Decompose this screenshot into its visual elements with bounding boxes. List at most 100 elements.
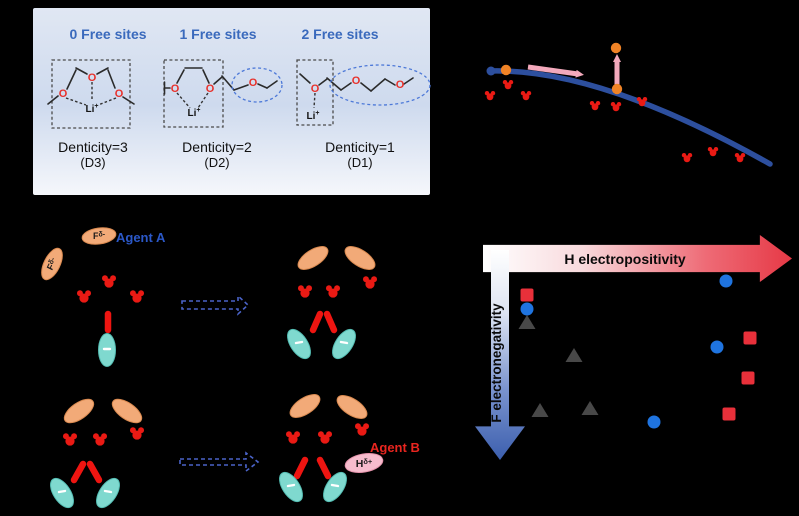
- cyan-solvent-ellipse: [332, 328, 356, 360]
- agent-b-ellipse: [344, 453, 384, 473]
- solvent-molecule-icon: [129, 290, 145, 303]
- caption-d1: Denticity=1 (D1): [325, 139, 395, 170]
- pink-arrow-along-curve: [527, 64, 584, 78]
- highlight: [339, 340, 349, 345]
- agent-a-ellipse: [81, 227, 117, 245]
- f-delta-label: Fδ-: [45, 256, 60, 272]
- structure-d2: O O O Li+: [163, 59, 283, 128]
- red-stick: [316, 456, 332, 480]
- coordination-box: [296, 59, 334, 126]
- agent-a-ellipse: [111, 398, 143, 424]
- matrix-point-square: [741, 371, 755, 385]
- solvent-molecule-icon: [734, 153, 746, 163]
- blue-state-marker: [486, 66, 496, 76]
- matrix-point-circle: [710, 340, 724, 354]
- solvent-molecule-icon: [101, 275, 117, 288]
- matrix-point-square: [743, 331, 757, 345]
- oxygen-atom: O: [171, 83, 180, 95]
- f-delta-label: Fδ-: [93, 231, 106, 241]
- solvent-molecule-icon: [297, 285, 313, 298]
- denticity-panel: 0 Free sites 1 Free sites 2 Free sites O…: [33, 8, 431, 195]
- free-sites-header-2: 2 Free sites: [301, 26, 379, 42]
- free-sites-header-0: 0 Free sites: [69, 26, 147, 42]
- cyan-solvent-ellipse: [279, 471, 303, 503]
- red-stick: [293, 456, 309, 480]
- structure-d3: O O O Li+: [47, 59, 135, 129]
- curve-markers: [486, 42, 623, 95]
- solvent-molecule-icon: [484, 91, 496, 101]
- oxygen-atom: O: [352, 75, 361, 87]
- highlight: [286, 483, 296, 488]
- solvent-molecule-icon: [325, 285, 341, 298]
- cyan-solvent-ellipse: [287, 328, 311, 360]
- orange-state-marker: [500, 64, 512, 76]
- free-site-ellipse: [329, 64, 431, 106]
- oxygen-atom: O: [396, 79, 405, 91]
- oxygen-atom: O: [115, 88, 124, 100]
- caption-d2: Denticity=2 (D2): [182, 139, 252, 170]
- energy-curve: [487, 68, 773, 167]
- cyan-solvent-ellipse: [50, 477, 74, 509]
- matrix-point-circle: [719, 274, 733, 288]
- orange-state-marker: [611, 83, 623, 95]
- solvent-molecule-icon: [362, 276, 378, 289]
- agent-a-ellipse: [297, 246, 329, 270]
- solvent-molecule-icon: [520, 91, 532, 101]
- solvent-molecule-icon: [62, 433, 78, 446]
- matrix-point-triangle: [565, 348, 583, 362]
- structure-d1: O O O Li+: [296, 59, 431, 126]
- matrix-point-square: [722, 407, 736, 421]
- solvent-molecule-icon: [92, 433, 108, 446]
- red-stick: [70, 460, 87, 484]
- solvent-molecule-icon: [610, 102, 622, 112]
- solvation-panel: Fδ- Fδ- Agent A: [41, 227, 420, 509]
- oxygen-atom: O: [206, 83, 215, 95]
- red-stick: [309, 310, 324, 334]
- matrix-point-square: [520, 288, 534, 302]
- solvent-molecule-icon: [76, 290, 92, 303]
- highlight: [294, 340, 304, 345]
- matrix-point-triangle: [531, 403, 549, 417]
- free-site-ellipse: [231, 67, 283, 103]
- free-sites-header-1: 1 Free sites: [179, 26, 257, 42]
- agent-a-ellipse: [344, 246, 376, 270]
- highlight: [103, 489, 113, 494]
- y-axis-label: F electronegativity: [489, 303, 504, 423]
- solvent-molecule-icon: [681, 153, 693, 163]
- solvation-unit-top-left: Fδ- Fδ- Agent A: [41, 227, 166, 367]
- oxygen-atom: O: [88, 72, 97, 84]
- solvent-molecule-icon: [285, 431, 301, 444]
- lithium-ion-label: Li+: [86, 103, 99, 115]
- solvent-molecule-icon: [129, 427, 145, 440]
- cyan-solvent-ellipse: [96, 477, 120, 509]
- agent-a-label: Agent A: [116, 230, 166, 245]
- lithium-ion-label: Li+: [188, 107, 201, 119]
- solvation-unit-top-middle: [287, 246, 376, 360]
- solvent-molecule-icon: [589, 101, 601, 111]
- highlight: [330, 483, 340, 488]
- cyan-solvent-ellipse: [323, 471, 347, 503]
- oxygen-atom: O: [59, 88, 68, 100]
- agent-a-ellipse: [63, 398, 95, 424]
- solvent-molecule-icon: [354, 423, 370, 436]
- matrix-point-triangle: [518, 315, 536, 329]
- solvent-molecule-icon: [317, 431, 333, 444]
- lithium-ion-label: Li+: [307, 110, 320, 122]
- agent-a-ellipse: [336, 395, 368, 419]
- solvation-unit-bottom-left: [50, 398, 143, 509]
- solvent-molecule-icon: [707, 147, 719, 157]
- agent-a-ellipse: [289, 394, 321, 418]
- highlight: [57, 489, 67, 494]
- caption-d3: Denticity=3 (D3): [58, 139, 128, 170]
- solvation-unit-bottom-middle: Agent B Hδ+: [279, 394, 420, 503]
- dashed-arrow-top: [181, 294, 250, 316]
- agent-a-ellipse: [41, 247, 63, 281]
- matrix-point-triangle: [581, 401, 599, 415]
- red-stick: [86, 460, 103, 484]
- x-axis-label: H electropositivity: [564, 251, 686, 267]
- agent-b-label: Agent B: [370, 440, 420, 455]
- dashed-arrow-bottom: [179, 451, 260, 473]
- oxygen-atom: O: [311, 83, 320, 95]
- solvent-molecule-icon: [502, 80, 514, 90]
